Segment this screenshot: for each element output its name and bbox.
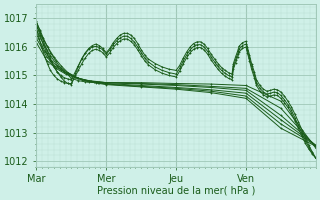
X-axis label: Pression niveau de la mer( hPa ): Pression niveau de la mer( hPa ) bbox=[97, 186, 255, 196]
